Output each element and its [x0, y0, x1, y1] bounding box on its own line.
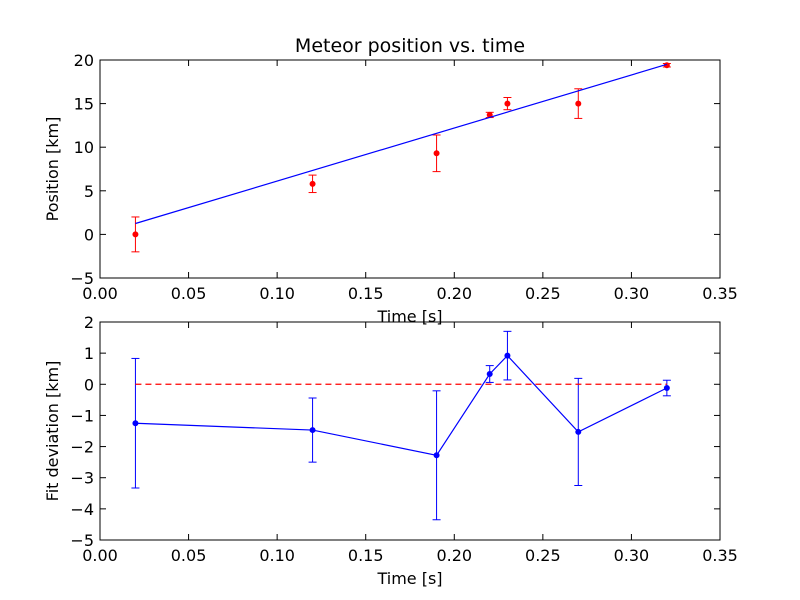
deviation-y-tick-label: 2 [84, 313, 94, 332]
deviation-data-point [663, 385, 670, 392]
position-panel: Meteor position vs. time 0.00 0.05 0.10 0.1… [43, 35, 738, 326]
position-data-point [433, 150, 440, 157]
position-x-tick-label: 0.00 [82, 284, 118, 303]
position-x-tick-label: 0.05 [171, 284, 207, 303]
position-y-tick-label: 5 [84, 182, 94, 201]
chart-title: Meteor position vs. time [295, 35, 525, 57]
deviation-y-tick-label: −5 [70, 531, 94, 550]
position-x-tick-label: 0.35 [702, 284, 738, 303]
position-y-tick-label: 15 [74, 95, 94, 114]
deviation-y-tick-label: −2 [70, 438, 94, 457]
position-y-tick-label: 20 [74, 51, 94, 70]
position-y-tick-label: −5 [70, 269, 94, 288]
position-data-point [132, 231, 139, 238]
position-data-point [309, 180, 316, 187]
deviation-data-point [486, 371, 493, 378]
deviation-y-tick-label: 1 [84, 344, 94, 363]
deviation-data-point [575, 428, 582, 435]
position-x-axis-label: Time [s] [376, 307, 442, 326]
deviation-y-tick-label: −1 [70, 406, 94, 425]
deviation-y-tick-label: 0 [84, 375, 94, 394]
position-y-tick-label: 10 [74, 138, 94, 157]
position-y-tick-label: 0 [84, 225, 94, 244]
deviation-x-tick-label: 0.15 [348, 546, 384, 565]
deviation-x-tick-label: 0.35 [702, 546, 738, 565]
deviation-ticks: 0.00 0.05 0.10 0.15 0.20 0.25 0.30 0.35 −5 −4 −3 −2… [70, 313, 737, 565]
fit-line [135, 63, 668, 225]
position-x-tick-label: 0.20 [436, 284, 472, 303]
deviation-data-point [433, 452, 440, 459]
deviation-x-tick-label: 0.20 [436, 546, 472, 565]
deviation-panel: 0.00 0.05 0.10 0.15 0.20 0.25 0.30 0.35 −5 −4 −3 −2… [43, 313, 738, 588]
deviation-y-tick-label: −3 [70, 469, 94, 488]
position-ticks: 0.00 0.05 0.10 0.15 0.20 0.25 0.30 0.35 −5 0 5 10 15… [70, 51, 737, 303]
deviation-plot-area [131, 330, 671, 521]
deviation-x-tick-label: 0.00 [82, 546, 118, 565]
position-x-tick-label: 0.15 [348, 284, 384, 303]
deviation-x-axis-label: Time [s] [376, 569, 442, 588]
deviation-x-tick-label: 0.25 [525, 546, 561, 565]
deviation-data-point [309, 427, 316, 434]
deviation-x-tick-label: 0.30 [614, 546, 650, 565]
deviation-y-axis-label: Fit deviation [km] [43, 361, 62, 502]
position-axes-frame [99, 59, 721, 279]
deviation-x-tick-label: 0.10 [259, 546, 295, 565]
position-x-tick-label: 0.10 [259, 284, 295, 303]
deviation-data-point [504, 352, 511, 359]
position-x-tick-label: 0.25 [525, 284, 561, 303]
position-plot-area [131, 62, 671, 253]
deviation-x-tick-label: 0.05 [171, 546, 207, 565]
position-x-tick-label: 0.30 [614, 284, 650, 303]
position-y-axis-label: Position [km] [43, 117, 62, 222]
deviation-axes-frame [99, 321, 721, 541]
position-data-point [575, 100, 582, 107]
deviation-data-point [132, 420, 139, 427]
deviation-y-tick-label: −4 [70, 500, 94, 519]
position-data-point [504, 100, 511, 107]
